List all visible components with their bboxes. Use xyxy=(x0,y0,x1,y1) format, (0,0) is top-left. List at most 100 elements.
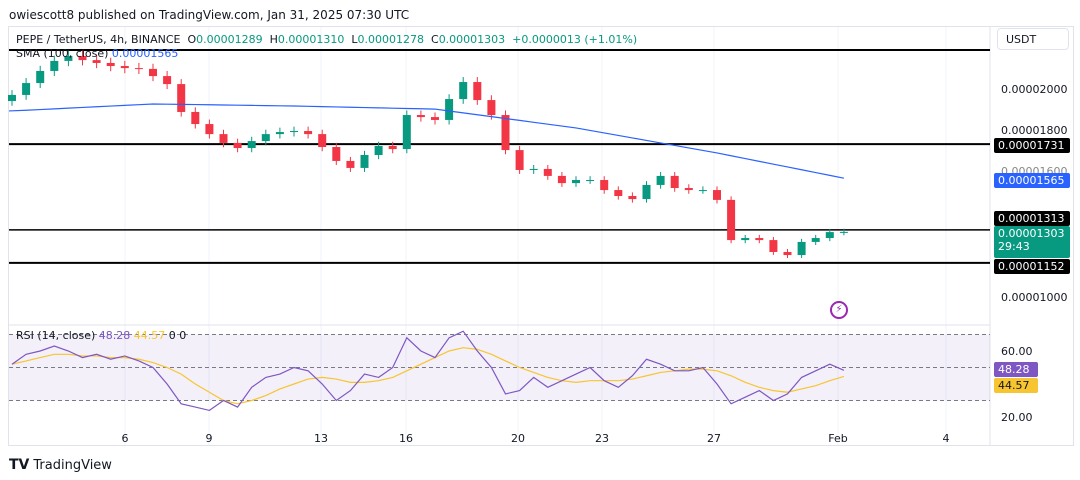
x-tick: 16 xyxy=(399,432,413,445)
tradingview-logo[interactable]: TV TradingView xyxy=(9,457,112,473)
candle-body xyxy=(713,190,721,200)
candle-body xyxy=(473,82,482,101)
candle-body xyxy=(8,94,16,102)
open-value: 0.00001289 xyxy=(196,33,263,46)
open-label: O xyxy=(187,33,197,46)
high-value: 0.00001310 xyxy=(277,33,345,46)
candle-body xyxy=(78,55,87,61)
candle-body xyxy=(769,240,778,252)
x-tick: 27 xyxy=(707,432,721,445)
brand-name: TradingView xyxy=(33,457,112,473)
x-tick: 13 xyxy=(314,432,328,445)
publisher-line: owiescott8 published on TradingView.com,… xyxy=(9,8,410,22)
candle-body xyxy=(698,190,707,192)
candle-body xyxy=(92,60,101,63)
rsi-tag: 48.28 xyxy=(994,362,1038,377)
candle-body xyxy=(346,160,355,168)
candle-body xyxy=(515,150,524,170)
tv-logo-icon: TV xyxy=(9,457,30,473)
close-label: C xyxy=(431,33,439,46)
candle-body xyxy=(529,168,538,170)
candle-body xyxy=(134,68,143,70)
x-tick: 9 xyxy=(205,432,213,445)
candle-body xyxy=(656,175,665,185)
rsi-tick: 60.00 xyxy=(1001,345,1033,358)
candle-body xyxy=(177,84,186,112)
candle-body xyxy=(416,115,425,118)
symbol: PEPE / TetherUS, 4h, BINANCE xyxy=(16,33,181,46)
price-tick: 0.00001000 xyxy=(1001,291,1068,304)
candle-body xyxy=(360,155,369,168)
candle-body xyxy=(247,141,256,149)
candle-body xyxy=(191,111,200,125)
candle-body xyxy=(290,131,298,133)
price-tick: 0.00002000 xyxy=(1001,83,1068,96)
level-tag: 0.00001313 xyxy=(994,211,1070,226)
candle-body xyxy=(120,66,129,69)
rsi-ma-value: 44.57 xyxy=(133,329,166,342)
candle-body xyxy=(106,62,115,67)
candle-body xyxy=(727,199,736,241)
change-value: +0.0000013 (+1.01%) xyxy=(512,33,638,46)
candle-body xyxy=(797,241,806,256)
high-label: H xyxy=(269,33,278,46)
candle-body xyxy=(374,145,383,156)
x-tick: 4 xyxy=(942,432,950,445)
price-tick: 0.00001800 xyxy=(1001,124,1068,137)
sma-label: SMA (100, close) xyxy=(16,47,109,60)
candle-body xyxy=(684,188,693,191)
candle-body xyxy=(839,231,848,233)
last-price: 0.00001303 xyxy=(998,227,1065,240)
candle-body xyxy=(36,70,45,84)
candle-body xyxy=(628,196,637,200)
candle-body xyxy=(318,134,327,148)
rsi-label: RSI (14, close) xyxy=(16,329,96,342)
x-tick: 20 xyxy=(511,432,525,445)
candle-body xyxy=(600,180,609,191)
candle-body xyxy=(22,83,31,95)
candle-body xyxy=(459,82,468,100)
candle-body xyxy=(670,175,679,189)
candle-body xyxy=(557,175,566,184)
symbol-legend: PEPE / TetherUS, 4h, BINANCE O0.00001289… xyxy=(16,33,637,46)
countdown: 29:43 xyxy=(998,240,1030,253)
candle-body xyxy=(741,238,750,241)
sma-value: 0.00001565 xyxy=(111,47,179,60)
candle-body xyxy=(543,168,552,176)
candle-body xyxy=(64,55,73,61)
low-value: 0.00001278 xyxy=(357,33,424,46)
rsi-legend[interactable]: RSI (14, close) 48.28 44.57 0 0 xyxy=(16,329,186,342)
candle-body xyxy=(825,232,834,239)
sma-legend[interactable]: SMA (100, close) 0.00001565 xyxy=(16,47,178,60)
candle-body xyxy=(304,131,313,135)
candle-body xyxy=(501,115,510,151)
candle-body xyxy=(487,100,496,116)
candle-body xyxy=(572,180,580,184)
rsi-extra-1: 0 xyxy=(168,329,176,342)
rsi-tick: 20.00 xyxy=(1001,411,1033,424)
rsi-ma-tag: 44.57 xyxy=(994,378,1038,393)
sma-tag: 0.00001565 xyxy=(994,173,1070,188)
candle-body xyxy=(811,238,820,242)
x-tick: Feb xyxy=(828,432,848,445)
candle-body xyxy=(445,99,454,120)
candle-body xyxy=(219,134,228,143)
candle-body xyxy=(586,180,595,182)
candle-body xyxy=(402,115,411,150)
level-tag: 0.00001152 xyxy=(994,259,1070,274)
candle-body xyxy=(163,76,172,85)
candle-body xyxy=(205,124,214,135)
x-tick: 6 xyxy=(121,432,129,445)
candle-body xyxy=(642,184,651,200)
candle-body xyxy=(388,145,397,150)
candle-body xyxy=(261,134,270,142)
sma-line xyxy=(8,103,845,179)
lightning-icon[interactable]: ⚡ xyxy=(830,301,848,319)
rsi-line xyxy=(11,330,845,412)
currency-button[interactable]: USDT xyxy=(997,28,1069,50)
candle-body xyxy=(275,132,284,135)
rsi-value: 48.28 xyxy=(98,329,131,342)
last-price-tag: 0.00001303 29:43 xyxy=(994,226,1070,258)
candle-body xyxy=(783,251,792,256)
